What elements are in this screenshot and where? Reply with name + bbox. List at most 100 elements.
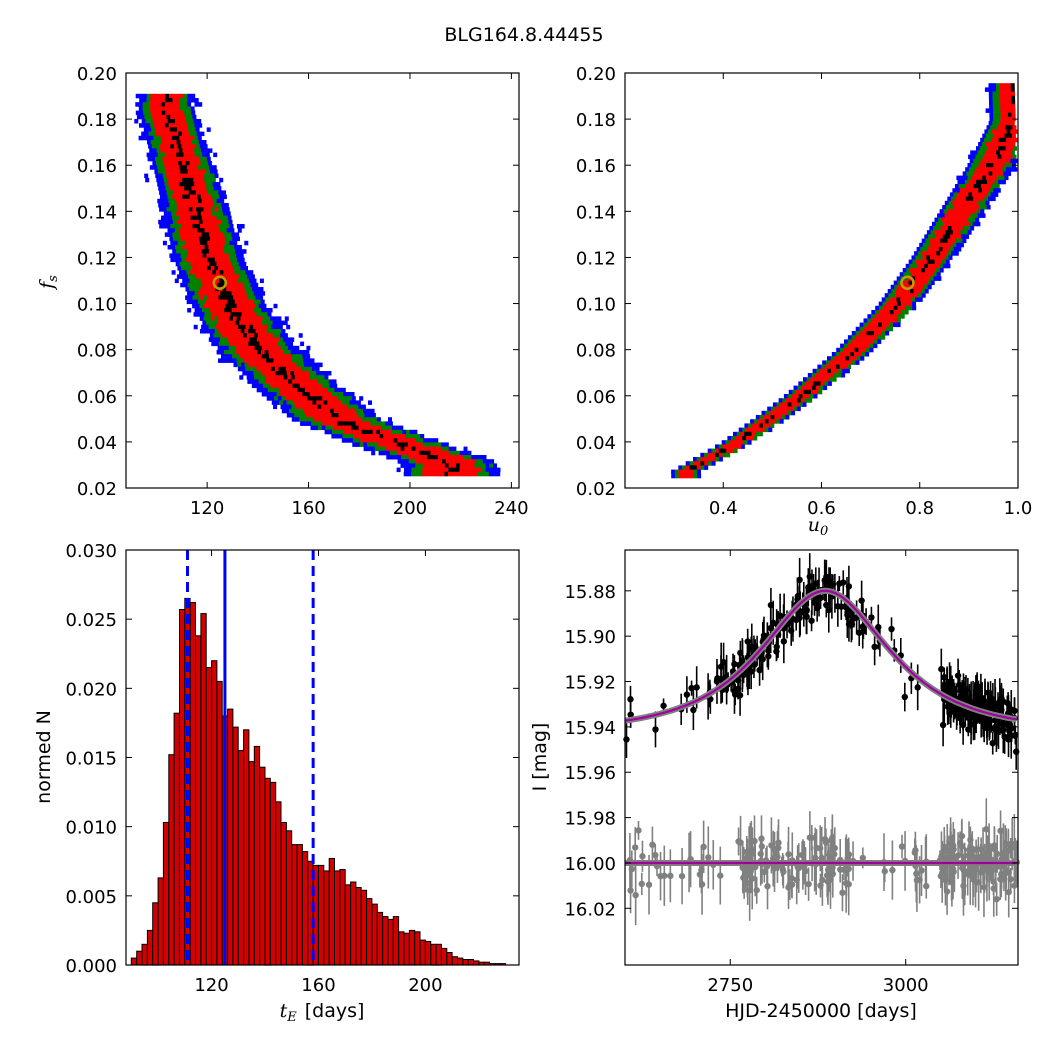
density-cell [836, 347, 841, 353]
density-cell [253, 299, 258, 305]
fs-vs-u0-ytick-label: 0.20 [576, 64, 616, 85]
density-cell [199, 316, 204, 321]
density-cell [238, 261, 243, 267]
density-cell [358, 425, 363, 431]
density-cell [158, 156, 163, 162]
density-cell [221, 203, 226, 208]
density-cell [325, 425, 330, 431]
density-cell [768, 427, 773, 433]
density-cell [957, 247, 962, 252]
density-cell [250, 345, 255, 351]
density-cell [170, 161, 175, 166]
density-cell [874, 322, 879, 328]
density-cell [174, 161, 179, 166]
density-cell [798, 394, 803, 399]
density-cell [957, 192, 962, 197]
density-cell [212, 312, 216, 317]
density-cell [162, 224, 167, 229]
density-cell [893, 314, 898, 319]
density-cell [971, 175, 976, 181]
density-cell [245, 366, 250, 372]
density-cell [370, 442, 375, 447]
density-cell [160, 177, 164, 183]
density-cell [150, 110, 155, 116]
density-cell [452, 450, 457, 456]
density-cell [227, 337, 232, 342]
density-cell [870, 322, 875, 328]
density-cell [320, 392, 325, 397]
density-cell [228, 236, 233, 242]
density-cell [818, 389, 823, 395]
density-cell [1008, 154, 1013, 160]
density-cell [807, 373, 812, 378]
density-cell [346, 429, 351, 435]
density-cell [956, 230, 961, 235]
density-cell [161, 98, 166, 103]
density-cell [936, 238, 941, 244]
density-cell [229, 303, 234, 309]
density-cell [166, 127, 170, 132]
data-point [698, 866, 705, 874]
density-cell [944, 200, 949, 206]
density-cell [154, 93, 159, 99]
density-cell [862, 343, 867, 349]
fs-vs-u0-ytick-label: 0.10 [576, 295, 616, 316]
density-cell [303, 396, 308, 401]
density-cell [862, 347, 867, 353]
density-cell [155, 156, 159, 162]
density-cell [197, 299, 202, 305]
density-cell [870, 331, 875, 336]
density-cell [250, 291, 254, 296]
density-cell [187, 253, 192, 258]
density-cell [173, 219, 177, 225]
data-point [958, 832, 966, 840]
density-cell [303, 421, 308, 426]
density-cell [389, 446, 394, 452]
density-cell [976, 167, 981, 172]
density-cell [918, 255, 923, 260]
density-cell [878, 310, 883, 315]
data-point [693, 684, 700, 691]
density-cell [270, 316, 274, 321]
density-cell [210, 203, 214, 208]
density-cell [430, 463, 435, 468]
density-cell [996, 150, 1001, 155]
histogram-bar [146, 929, 154, 966]
density-cell [398, 434, 402, 439]
density-cell [463, 467, 468, 473]
density-cell [396, 446, 401, 452]
density-cell [981, 142, 986, 147]
density-cell [422, 467, 427, 473]
density-cell [294, 350, 299, 355]
density-cell [153, 165, 158, 170]
density-cell [231, 291, 236, 296]
density-cell [350, 429, 355, 435]
density-cell [299, 404, 303, 410]
density-cell [215, 341, 219, 347]
density-cell [419, 459, 424, 464]
density-cell [239, 274, 244, 279]
density-cell [190, 182, 195, 187]
density-cell [992, 95, 997, 101]
density-cell [678, 465, 683, 470]
density-cell [365, 429, 370, 435]
density-cell [1007, 100, 1012, 105]
density-cell [983, 146, 988, 151]
density-cell [959, 213, 964, 218]
density-cell [205, 198, 210, 204]
density-cell [146, 135, 150, 141]
density-cell [265, 345, 270, 351]
density-cell [221, 303, 226, 309]
density-cell [969, 158, 974, 164]
data-point [975, 879, 982, 886]
density-cell [342, 413, 347, 418]
density-cell [310, 425, 315, 431]
density-cell [311, 408, 316, 414]
density-cell [239, 354, 244, 359]
density-cell [238, 299, 243, 305]
density-cell [176, 169, 181, 174]
density-cell [337, 396, 341, 401]
density-cell [811, 373, 816, 378]
density-cell [912, 301, 916, 307]
